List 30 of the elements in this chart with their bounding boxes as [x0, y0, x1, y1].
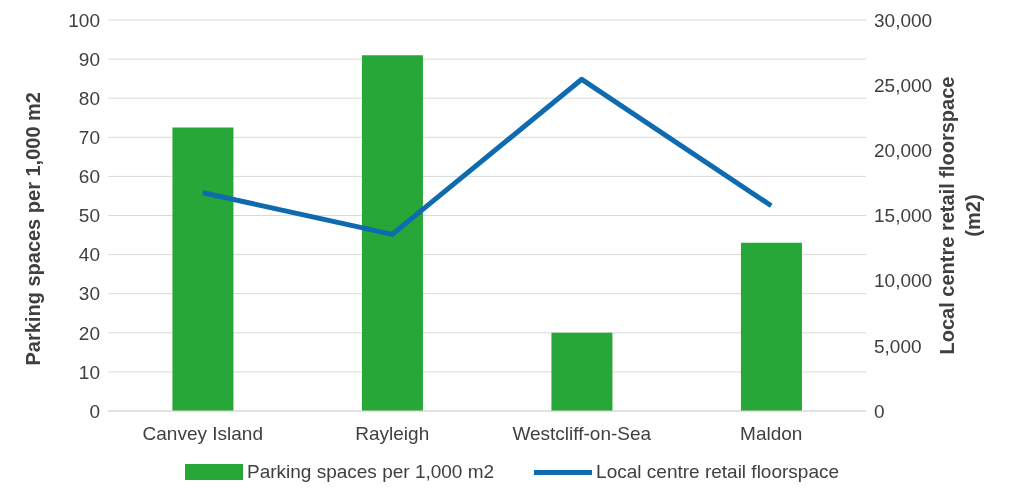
y2-tick-label: 30,000: [874, 9, 933, 31]
y-axis-title: Parking spaces per 1,000 m2: [22, 92, 45, 366]
y2-tick-label: 0: [874, 400, 885, 422]
x-tick-label: Westcliff-on-Sea: [512, 423, 652, 445]
y-tick-label: 30: [78, 283, 100, 305]
y-tick-label: 20: [78, 322, 100, 344]
x-tick-label: Rayleigh: [355, 423, 430, 445]
y2-tick-label: 25,000: [874, 74, 933, 96]
y-tick-label: 10: [78, 361, 100, 383]
legend-label: Parking spaces per 1,000 m2: [245, 461, 495, 483]
legend-label: Local centre retail floorspace: [595, 461, 840, 483]
y-tick-label: 100: [68, 9, 100, 31]
bar: [551, 332, 613, 411]
y2-tick-label: 5,000: [874, 335, 922, 357]
x-tick-label: Canvey Island: [142, 423, 263, 445]
bar: [361, 55, 423, 411]
y-tick-label: 40: [78, 244, 100, 266]
y-tick-label: 80: [78, 87, 100, 109]
y-tick-label: 90: [78, 48, 100, 70]
y2-tick-label: 15,000: [874, 205, 933, 227]
y-tick-label: 50: [78, 205, 100, 227]
y-tick-label: 0: [89, 400, 100, 422]
y-tick-label: 60: [78, 166, 100, 188]
y2-axis-title: Local centre retail floorspace (m2): [936, 76, 984, 355]
bar: [740, 242, 802, 411]
y-tick-label: 70: [78, 127, 100, 149]
y2-tick-label: 10,000: [874, 270, 933, 292]
x-tick-label: Maldon: [740, 423, 803, 445]
y2-tick-label: 20,000: [874, 140, 933, 162]
bar: [172, 127, 234, 411]
